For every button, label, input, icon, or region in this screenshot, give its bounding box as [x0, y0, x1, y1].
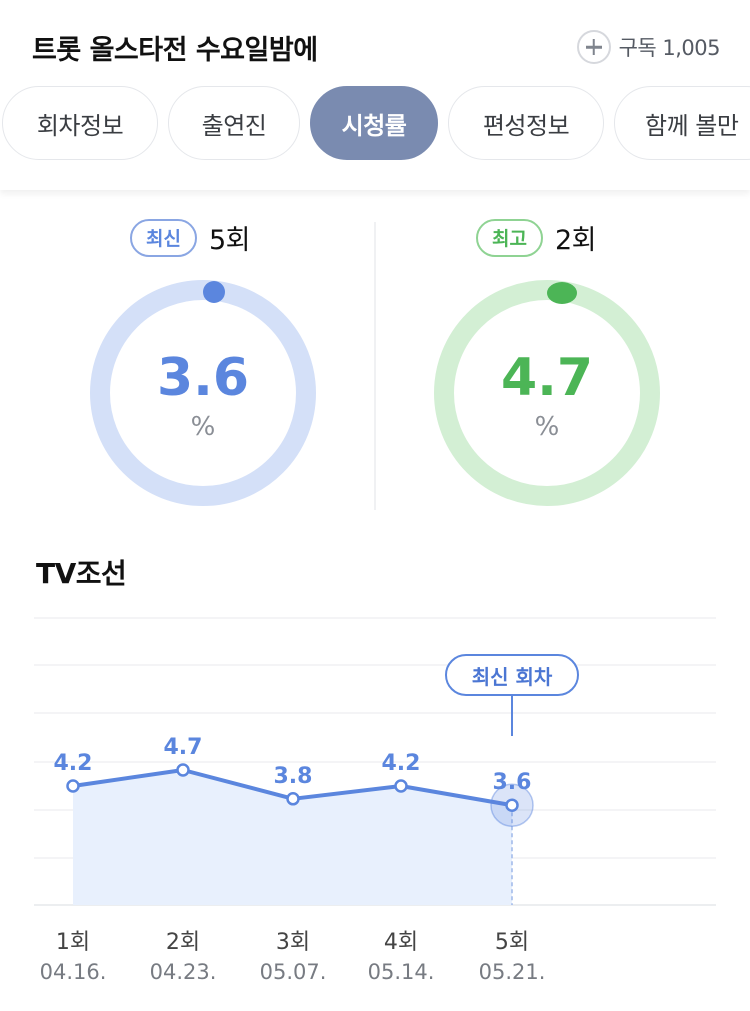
data-label: 4.2	[382, 751, 421, 776]
data-point	[286, 792, 300, 806]
tab-cast[interactable]: 출연진	[168, 86, 300, 160]
x-tick-episode: 4회	[383, 930, 419, 955]
latest-episode-tooltip: 최신 회차	[445, 654, 579, 696]
best-episode: 2회	[554, 225, 597, 256]
x-tick-date: 05.21.	[478, 960, 546, 984]
latest-ring-track	[90, 280, 316, 506]
best-badge-row: 최고 2회	[476, 218, 597, 257]
data-label: 3.6	[493, 770, 532, 795]
best-rating-unit: %	[534, 412, 560, 442]
x-tick-date: 04.23.	[149, 960, 217, 984]
x-tick-label: 2회 04.23.	[133, 924, 233, 984]
latest-badge-row: 최신 5회	[130, 218, 251, 257]
data-point	[394, 779, 408, 793]
x-tick-date: 04.16.	[39, 960, 107, 984]
latest-episode: 5회	[208, 225, 251, 256]
latest-rating-unit: %	[190, 412, 216, 442]
x-tick-label: 5회 05.21.	[462, 924, 562, 984]
best-ring-track	[434, 280, 660, 506]
program-title: 트롯 올스타전 수요일밤에	[32, 35, 318, 66]
plus-icon	[576, 30, 611, 64]
x-tick-label: 4회 05.14.	[351, 924, 451, 984]
tab-ratings[interactable]: 시청률	[310, 86, 438, 160]
x-tick-episode: 3회	[275, 930, 311, 955]
latest-rating-ring	[90, 280, 316, 506]
latest-badge: 최신	[130, 218, 197, 257]
subscribe-count: 구독 1,005	[618, 36, 721, 60]
x-tick-date: 05.14.	[367, 960, 435, 984]
program-header: 트롯 올스타전 수요일밤에 구독 1,005 회차정보 출연진 시청률 편성정보…	[0, 0, 750, 190]
best-ring-dot	[547, 282, 577, 304]
x-tick-label: 3회 05.07.	[243, 924, 343, 984]
data-point	[176, 763, 190, 777]
tab-recommended[interactable]: 함께 볼만	[614, 86, 750, 160]
data-label: 4.2	[54, 751, 93, 776]
best-rating-value: 4.7	[500, 348, 594, 408]
x-tick-episode: 5회	[494, 930, 530, 955]
best-badge: 최고	[476, 218, 543, 257]
x-tick-episode: 1회	[55, 930, 91, 955]
chart-area-fill	[73, 770, 512, 905]
data-label: 4.7	[164, 735, 203, 760]
x-tick-date: 05.07.	[259, 960, 327, 984]
tab-bar: 회차정보 출연진 시청률 편성정보 함께 볼만	[2, 86, 750, 160]
tab-episode-info[interactable]: 회차정보	[2, 86, 158, 160]
card-divider	[374, 222, 376, 510]
latest-ring-dot	[203, 281, 225, 303]
tab-schedule[interactable]: 편성정보	[448, 86, 604, 160]
data-point	[505, 798, 519, 812]
x-tick-episode: 2회	[165, 930, 201, 955]
subscribe-button[interactable]: 구독 1,005	[576, 30, 721, 64]
best-rating-ring	[434, 280, 660, 506]
data-point	[66, 779, 80, 793]
latest-rating-value: 3.6	[156, 348, 250, 408]
chart-title: TV조선	[36, 557, 127, 590]
x-tick-label: 1회 04.16.	[23, 924, 123, 984]
data-label: 3.8	[274, 764, 313, 789]
